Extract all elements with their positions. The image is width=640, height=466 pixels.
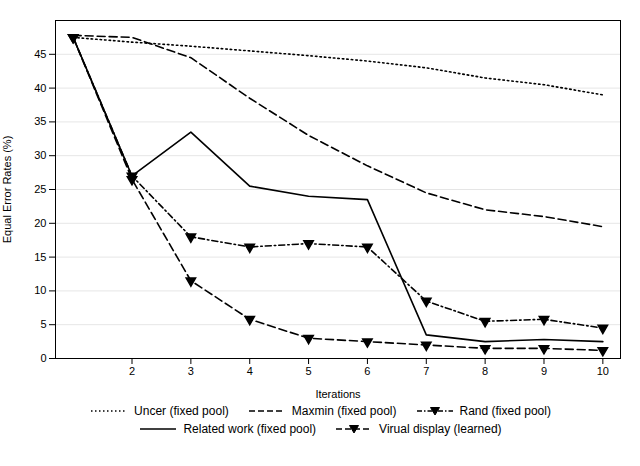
svg-text:5: 5 bbox=[40, 318, 46, 330]
svg-text:10: 10 bbox=[34, 284, 46, 296]
svg-text:Iterations: Iterations bbox=[315, 388, 361, 400]
svg-text:10: 10 bbox=[597, 365, 609, 377]
html-text:Rand (fixed pool): Rand (fixed pool) bbox=[459, 404, 551, 418]
svg-text:5: 5 bbox=[306, 365, 312, 377]
html-text:Virual display (learned): Virual display (learned) bbox=[379, 422, 502, 436]
svg-text:15: 15 bbox=[34, 251, 46, 263]
svg-text:2: 2 bbox=[129, 365, 135, 377]
html-text:Maxmin (fixed pool): Maxmin (fixed pool) bbox=[291, 404, 397, 418]
svg-text:45: 45 bbox=[34, 48, 46, 60]
svg-text:25: 25 bbox=[34, 183, 46, 195]
svg-text:3: 3 bbox=[188, 365, 194, 377]
svg-text:4: 4 bbox=[247, 365, 253, 377]
svg-text:6: 6 bbox=[364, 365, 370, 377]
svg-text:Equal Error Rates (%): Equal Error Rates (%) bbox=[1, 136, 13, 244]
svg-text:7: 7 bbox=[423, 365, 429, 377]
svg-text:40: 40 bbox=[34, 82, 46, 94]
html-text:Related work (fixed pool): Related work (fixed pool) bbox=[183, 422, 317, 436]
svg-text:30: 30 bbox=[34, 149, 46, 161]
html-text:Uncer (fixed pool): Uncer (fixed pool) bbox=[134, 404, 229, 418]
svg-text:9: 9 bbox=[541, 365, 547, 377]
svg-text:20: 20 bbox=[34, 217, 46, 229]
svg-text:0: 0 bbox=[40, 352, 46, 364]
svg-text:35: 35 bbox=[34, 115, 46, 127]
svg-text:8: 8 bbox=[482, 365, 488, 377]
